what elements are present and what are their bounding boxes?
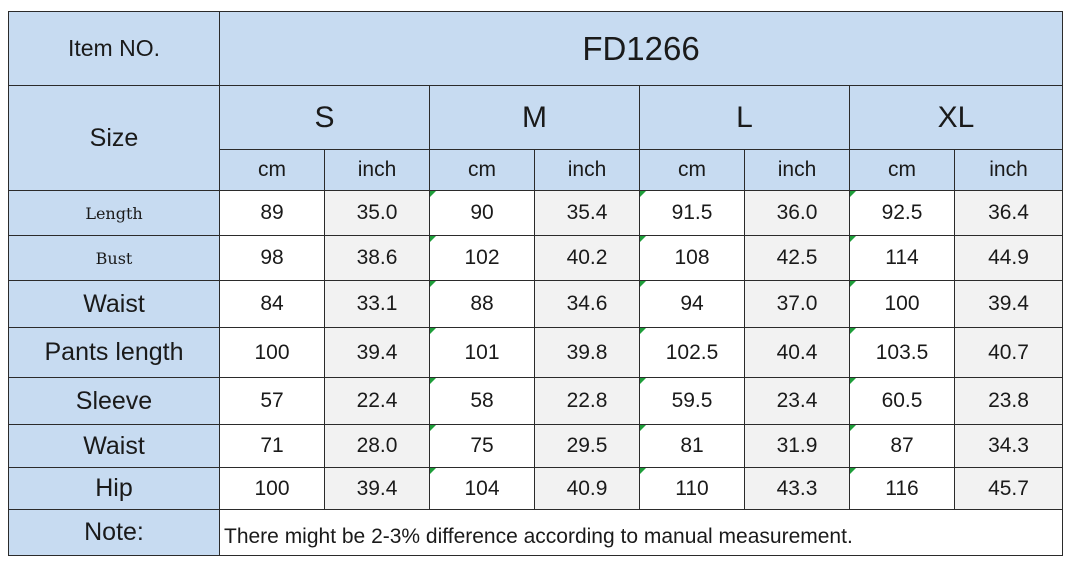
unit-header: cm: [639, 149, 745, 191]
table-cell: 37.0: [744, 280, 850, 328]
row-label-hip: Hip: [8, 467, 220, 510]
table-cell: 102: [429, 235, 535, 281]
table-cell: 40.7: [953, 327, 1064, 378]
table-cell: 100: [219, 327, 325, 378]
table-cell: 39.4: [324, 467, 430, 510]
table-cell: 22.4: [324, 377, 430, 425]
table-cell: 34.3: [953, 424, 1064, 468]
unit-row: cm inch cm inch cm inch cm inch: [9, 149, 1064, 191]
table-cell: 91.5: [639, 190, 745, 236]
table-cell: 31.9: [744, 424, 850, 468]
size-row: Size S M L XL: [8, 85, 1064, 191]
item-number-value: FD1266: [218, 11, 1064, 86]
table-cell: 71: [219, 424, 325, 468]
table-cell: 35.4: [534, 190, 640, 236]
table-cell: 92.5: [849, 190, 955, 236]
table-cell: 88: [429, 280, 535, 328]
table-cell: 45.7: [953, 467, 1064, 510]
table-cell: 35.0: [324, 190, 430, 236]
row-label-pants-length: Pants length: [8, 327, 220, 378]
size-m-header: M: [429, 85, 640, 150]
unit-header: inch: [324, 149, 430, 191]
size-chart-table: Item NO. FD1266 Size S M L XL cm inch cm…: [8, 11, 1064, 556]
table-cell: 87: [849, 424, 955, 468]
table-cell: 28.0: [324, 424, 430, 468]
table-cell: 36.4: [953, 190, 1064, 236]
note-label: Note:: [8, 509, 220, 556]
table-cell: 108: [639, 235, 745, 281]
table-cell: 57: [219, 377, 325, 425]
table-row: Waist 71 28.0 75 29.5 81 31.9 87 34.3: [8, 424, 1064, 468]
table-row: Pants length 100 39.4 101 39.8 102.5 40.…: [8, 327, 1064, 378]
table-cell: 33.1: [324, 280, 430, 328]
table-cell: 39.4: [953, 280, 1064, 328]
row-label-bust: Bust: [8, 235, 220, 281]
table-cell: 75: [429, 424, 535, 468]
note-text: There might be 2-3% difference according…: [218, 509, 1064, 556]
table-row: Waist 84 33.1 88 34.6 94 37.0 100 39.4: [8, 280, 1064, 328]
table-cell: 103.5: [849, 327, 955, 378]
table-cell: 40.9: [534, 467, 640, 510]
table-cell: 44.9: [953, 235, 1064, 281]
table-cell: 84: [219, 280, 325, 328]
table-cell: 59.5: [639, 377, 745, 425]
table-cell: 110: [639, 467, 745, 510]
size-xl-header: XL: [848, 85, 1064, 150]
table-cell: 58: [429, 377, 535, 425]
table-cell: 104: [429, 467, 535, 510]
table-cell: 40.2: [534, 235, 640, 281]
size-l-header: L: [639, 85, 850, 150]
unit-header: inch: [534, 149, 640, 191]
table-cell: 39.4: [324, 327, 430, 378]
table-cell: 102.5: [639, 327, 745, 378]
table-cell: 36.0: [744, 190, 850, 236]
table-cell: 114: [849, 235, 955, 281]
unit-header: inch: [953, 149, 1064, 191]
table-cell: 39.8: [534, 327, 640, 378]
row-label-length: Length: [8, 190, 220, 236]
table-cell: 101: [429, 327, 535, 378]
note-row: Note: There might be 2-3% difference acc…: [8, 509, 1064, 556]
item-row: Item NO. FD1266: [8, 11, 1064, 86]
unit-header: inch: [744, 149, 850, 191]
table-row: Length 89 35.0 90 35.4 91.5 36.0 92.5 36…: [8, 190, 1064, 236]
table-cell: 81: [639, 424, 745, 468]
table-row: Hip 100 39.4 104 40.9 110 43.3 116 45.7: [8, 467, 1064, 510]
table-cell: 116: [849, 467, 955, 510]
row-label-sleeve: Sleeve: [8, 377, 220, 425]
unit-header: cm: [849, 149, 955, 191]
row-label-waist: Waist: [8, 280, 220, 328]
table-cell: 94: [639, 280, 745, 328]
table-cell: 100: [849, 280, 955, 328]
table-cell: 90: [429, 190, 535, 236]
table-cell: 34.6: [534, 280, 640, 328]
table-cell: 43.3: [744, 467, 850, 510]
table-cell: 60.5: [849, 377, 955, 425]
table-cell: 98: [219, 235, 325, 281]
table-row: Sleeve 57 22.4 58 22.8 59.5 23.4 60.5 23…: [8, 377, 1064, 425]
table-cell: 23.8: [953, 377, 1064, 425]
table-cell: 29.5: [534, 424, 640, 468]
table-cell: 40.4: [744, 327, 850, 378]
item-number-label: Item NO.: [8, 11, 220, 86]
table-cell: 22.8: [534, 377, 640, 425]
table-row: Bust 98 38.6 102 40.2 108 42.5 114 44.9: [8, 235, 1064, 281]
table-cell: 42.5: [744, 235, 850, 281]
unit-header: cm: [219, 149, 325, 191]
row-label-waist: Waist: [8, 424, 220, 468]
unit-header: cm: [429, 149, 535, 191]
size-s-header: S: [219, 85, 430, 150]
table-cell: 23.4: [744, 377, 850, 425]
table-cell: 100: [219, 467, 325, 510]
table-cell: 89: [219, 190, 325, 236]
size-label: Size: [8, 85, 220, 191]
table-cell: 38.6: [324, 235, 430, 281]
